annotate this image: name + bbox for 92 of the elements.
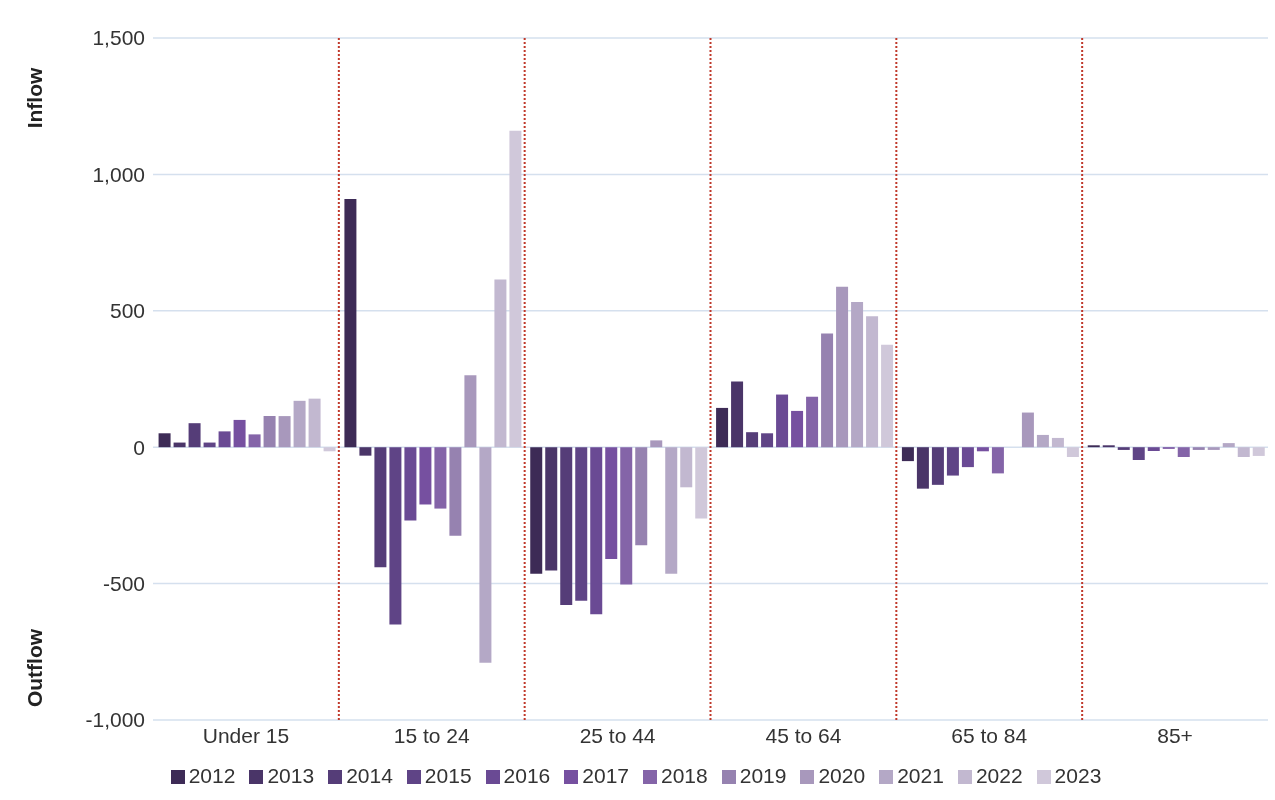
- bar: [620, 447, 633, 585]
- x-tick-label: 25 to 44: [579, 723, 656, 747]
- bar: [1036, 434, 1049, 448]
- bar: [263, 416, 276, 448]
- legend-label: 2018: [661, 764, 708, 787]
- bar: [575, 447, 588, 601]
- x-tick-label: 15 to 24: [393, 723, 471, 747]
- bar: [605, 447, 618, 560]
- bar: [1222, 443, 1235, 448]
- bar: [449, 447, 462, 536]
- y-tick-label: -500: [102, 572, 145, 596]
- bar: [1066, 447, 1079, 458]
- text: Outflow: [23, 628, 47, 708]
- legend-label: 2015: [424, 764, 472, 787]
- bar: [901, 447, 914, 462]
- bar: [761, 433, 774, 448]
- bar: [233, 419, 246, 448]
- bar: [248, 434, 261, 448]
- bar: [851, 302, 864, 448]
- bar: [389, 447, 402, 625]
- bar: [746, 432, 759, 448]
- y-tick-label: -1,000: [85, 708, 145, 732]
- bar: [976, 447, 989, 452]
- bar: [946, 447, 959, 476]
- bar: [344, 198, 357, 448]
- y-tick-label: 1,000: [92, 162, 145, 186]
- legend-label: 2017: [582, 764, 629, 787]
- bar: [494, 279, 507, 448]
- bar: [1207, 447, 1220, 450]
- y-tick-label: 500: [109, 299, 145, 323]
- bar: [1177, 447, 1190, 458]
- legend-label: 2019: [739, 764, 787, 787]
- bar: [464, 375, 477, 448]
- bar: [1021, 412, 1034, 448]
- bar: [545, 447, 558, 571]
- bar: [293, 400, 306, 448]
- bar: [680, 447, 693, 488]
- bar: [731, 381, 744, 448]
- bar: [359, 447, 372, 456]
- bar: [881, 344, 894, 448]
- y-tick-label: 1,500: [92, 26, 145, 50]
- legend-label: 2014: [346, 764, 393, 787]
- bar: [1192, 447, 1205, 450]
- bar: [530, 447, 543, 574]
- bar: [1051, 437, 1064, 448]
- bar: [961, 447, 974, 468]
- bar: [836, 286, 849, 448]
- bar: [374, 447, 387, 568]
- legend-label: 2022: [975, 764, 1023, 787]
- bar: [716, 407, 729, 448]
- bar: [1252, 447, 1265, 456]
- text: Inflow: [23, 67, 47, 129]
- bar: [931, 447, 944, 485]
- bar: [323, 447, 336, 452]
- bar: [509, 130, 522, 448]
- bar: [419, 447, 432, 505]
- bar: [695, 447, 708, 519]
- bar: [806, 396, 819, 448]
- bar: [158, 433, 171, 448]
- bar: [404, 447, 417, 521]
- bar: [635, 447, 648, 546]
- bar: [560, 447, 573, 605]
- legend-label: 2020: [818, 764, 866, 787]
- bar: [665, 447, 678, 574]
- bar: [1147, 447, 1160, 452]
- legend-label: 2013: [267, 764, 315, 787]
- bar: [1237, 447, 1250, 458]
- legend-label: 2021: [897, 764, 944, 787]
- x-tick-label: Under 15: [202, 723, 290, 747]
- bar: [650, 440, 663, 448]
- bar: [866, 316, 879, 448]
- legend-label: 2016: [503, 764, 551, 787]
- bar: [188, 423, 201, 448]
- x-tick-label: 45 to 64: [765, 723, 842, 747]
- bar: [218, 431, 231, 448]
- legend-label: 2012: [188, 764, 236, 787]
- bar: [776, 394, 789, 448]
- bar: [590, 447, 603, 615]
- legend-label: 2023: [1054, 764, 1102, 787]
- bar: [434, 447, 447, 509]
- bar: [791, 410, 804, 448]
- bar: [1117, 447, 1130, 450]
- bar: [991, 447, 1004, 474]
- y-tick-label: 0: [133, 435, 145, 459]
- bar: [278, 416, 291, 448]
- bar: [479, 447, 492, 663]
- bar: [916, 447, 929, 489]
- x-tick-label: 85+: [1157, 723, 1193, 747]
- bar: [821, 333, 834, 448]
- x-tick-label: 65 to 84: [951, 723, 1028, 747]
- bar: [1132, 447, 1145, 461]
- bar: [308, 398, 321, 448]
